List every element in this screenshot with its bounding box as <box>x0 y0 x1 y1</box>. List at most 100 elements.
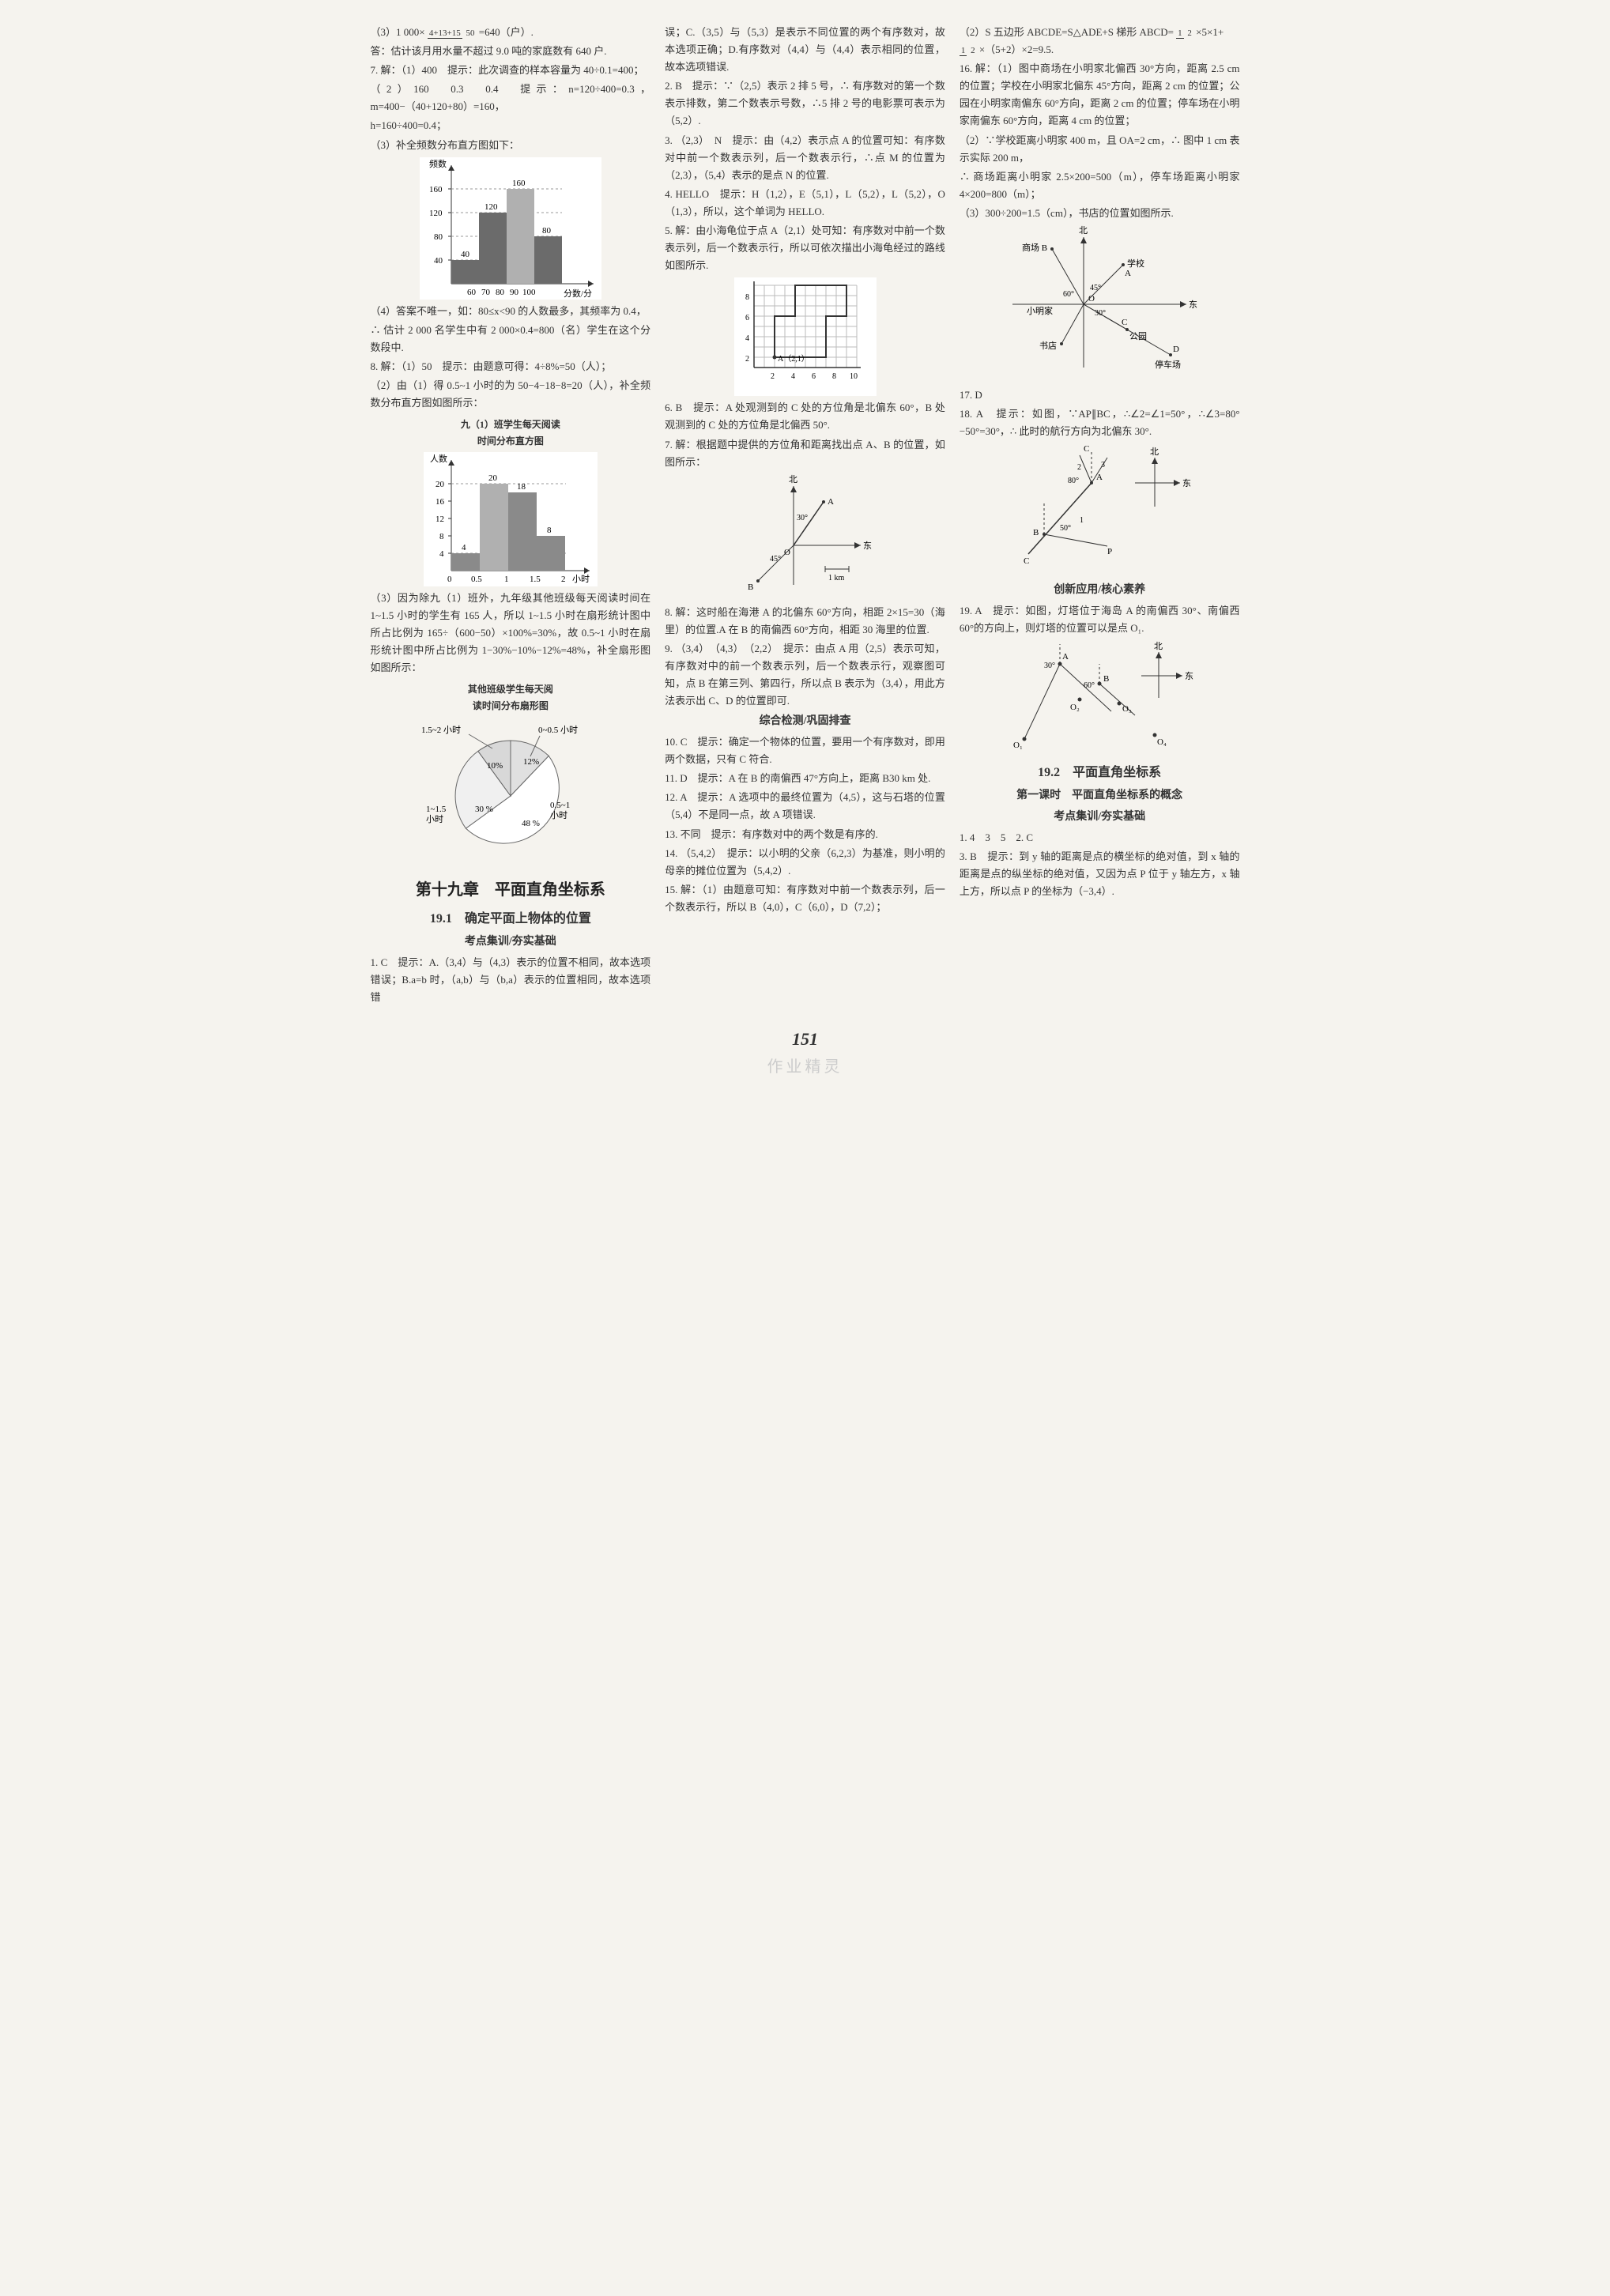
svg-text:商场 B: 商场 B <box>1022 242 1047 253</box>
svg-text:1 km: 1 km <box>828 574 845 582</box>
svg-text:C: C <box>1122 318 1127 327</box>
svg-text:12%: 12% <box>523 757 539 767</box>
svg-text:20: 20 <box>435 480 445 489</box>
text: ∴ 商场距离小明家 2.5×200=500（m），停车场距离小明家 4×200=… <box>960 168 1240 203</box>
svg-text:3: 3 <box>1101 461 1105 469</box>
svg-text:120: 120 <box>485 202 498 212</box>
text: 6. B 提示：A 处观测到的 C 处的方位角是北偏东 60°，B 处观测到的 … <box>665 399 945 434</box>
svg-text:北: 北 <box>789 474 797 484</box>
text: （4）答案不唯一，如：80≤x<90 的人数最多，其频率为 0.4， <box>371 303 651 320</box>
svg-text:P: P <box>1107 547 1112 556</box>
svg-text:80°: 80° <box>1068 477 1079 485</box>
text: 8. 解：（1）50 提示：由题意可得：4÷8%=50（人）； <box>371 358 651 375</box>
svg-text:60: 60 <box>467 288 477 297</box>
text: 8. 解：这时船在海港 A 的北偏东 60°方向，相距 2×15=30（海里）的… <box>665 604 945 639</box>
text: 16. 解：（1）图中商场在小明家北偏西 30°方向，距离 2.5 cm 的位置… <box>960 60 1240 130</box>
numerator: 4+13+15 <box>428 28 462 39</box>
svg-text:30°: 30° <box>1095 309 1106 318</box>
svg-text:30 %: 30 % <box>475 805 493 814</box>
text: 1. 4 3 5 2. C <box>960 829 1240 846</box>
svg-text:O: O <box>784 548 790 557</box>
section-title: 19.1 确定平面上物体的位置 <box>371 908 651 929</box>
svg-text:A: A <box>1125 269 1131 278</box>
text: （2）由（1）得 0.5~1 小时的为 50−4−18−8=20（人），补全频数… <box>371 377 651 412</box>
text: （3）1 000× 4+13+15 50 =640（户）. <box>371 24 651 41</box>
text: 14. （5,4,2） 提示：以小明的父亲（6,2,3）为基准，则小明的母亲的摊… <box>665 845 945 880</box>
text: 3. B 提示：到 y 轴的距离是点的横坐标的绝对值，到 x 轴的距离是点的纵坐… <box>960 848 1240 900</box>
svg-text:频数: 频数 <box>429 158 447 169</box>
numerator: 1 <box>1176 28 1184 39</box>
text: （2）S 五边形 ABCDE=S△ADE+S 梯形 ABCD= 1 2 ×5×1… <box>960 24 1240 58</box>
svg-text:东: 东 <box>863 541 872 551</box>
svg-text:1.5: 1.5 <box>530 575 541 584</box>
svg-text:6: 6 <box>812 372 816 381</box>
text: 13. 不同 提示：有序数对中的两个数是有序的. <box>665 826 945 843</box>
svg-text:8: 8 <box>832 372 836 381</box>
svg-text:10%: 10% <box>487 761 503 771</box>
svg-text:小明家: 小明家 <box>1027 305 1053 316</box>
svg-text:A: A <box>828 497 834 507</box>
svg-text:O₃: O₃ <box>1122 704 1132 714</box>
svg-text:100: 100 <box>522 288 536 297</box>
svg-text:C: C <box>1024 556 1029 566</box>
svg-text:0.5~1: 0.5~1 <box>550 801 570 810</box>
svg-text:16: 16 <box>435 497 445 507</box>
text: 11. D 提示：A 在 B 的南偏西 47°方向上，距离 B30 km 处. <box>665 770 945 787</box>
svg-text:10: 10 <box>850 372 858 381</box>
svg-text:90: 90 <box>510 288 519 297</box>
svg-text:东: 东 <box>1185 671 1193 681</box>
svg-text:4: 4 <box>439 549 444 559</box>
fraction: 1 2 <box>960 46 977 55</box>
svg-text:D: D <box>1173 345 1179 354</box>
svg-text:小时: 小时 <box>550 810 567 820</box>
text: 12. A 提示：A 选项中的最终位置为（4,5），这与石塔的位置（5,4）不是… <box>665 789 945 824</box>
grid-path-chart: A（2,1） 2 4 6 8 2 4 6 8 10 <box>734 277 877 396</box>
svg-text:30°: 30° <box>1044 662 1055 670</box>
text: h=160÷400=0.4； <box>371 117 651 134</box>
text: 9. （3,4） （4,3） （2,2） 提示：由点 A 用（2,5）表示可知，… <box>665 640 945 710</box>
text: （3）1 000× <box>371 26 425 38</box>
svg-text:1.5~2 小时: 1.5~2 小时 <box>421 725 461 735</box>
svg-text:1: 1 <box>504 575 509 584</box>
fraction: 1 2 <box>1176 28 1193 38</box>
text: 5. 解：由小海龟位于点 A（2,1）处可知：有序数对中前一个数表示列，后一个数… <box>665 222 945 274</box>
diagram-19: 北东 A B 30° 60° O₁ O₂ O₃ O₄ <box>1001 640 1198 759</box>
text: 10. C 提示：确定一个物体的位置，要用一个有序数对，即用两个数据，只有 C … <box>665 733 945 768</box>
svg-text:40: 40 <box>461 250 470 259</box>
text: （3）补全频数分布直方图如下： <box>371 137 651 154</box>
svg-text:70: 70 <box>481 288 491 297</box>
lesson-title: 第一课时 平面直角坐标系的概念 <box>960 786 1240 805</box>
svg-text:C: C <box>1084 444 1089 454</box>
svg-text:1~1.5: 1~1.5 <box>426 805 447 814</box>
svg-text:80: 80 <box>434 232 443 242</box>
svg-text:停车场: 停车场 <box>1155 359 1181 370</box>
pie-chart: 12% 48 % 30 % 10% 1.5~2 小时 0~0.5 小时 1~1.… <box>420 717 601 867</box>
svg-text:120: 120 <box>429 209 443 218</box>
chart-title: 九（1）班学生每天阅读时间分布直方图 <box>371 417 651 449</box>
svg-text:4: 4 <box>791 372 795 381</box>
text: 18. A 提示：如图，∵AP∥BC，∴∠2=∠1=50°，∴∠3=80°−50… <box>960 405 1240 440</box>
text: 4. HELLO 提示：H（1,2），E（5,1），L（5,2），L（5,2），… <box>665 186 945 221</box>
svg-text:60°: 60° <box>1063 290 1074 299</box>
page-number: 151 <box>16 1024 1594 1054</box>
svg-text:东: 东 <box>1182 478 1191 488</box>
svg-text:30°: 30° <box>797 514 808 522</box>
text: 7. 解：根据题中提供的方位角和距离找出点 A、B 的位置，如图所示： <box>665 436 945 471</box>
svg-text:2: 2 <box>745 355 749 364</box>
text: 2. B 提示：∵（2,5）表示 2 排 5 号，∴ 有序数对的第一个数表示排数… <box>665 77 945 130</box>
text: 7. 解：（1）400 提示：此次调查的样本容量为 40÷0.1=400； <box>371 62 651 79</box>
histogram-chart-1: 频数 分数/分 40 80 120 160 40 120 160 80 60 7… <box>420 157 601 300</box>
svg-text:A（2,1）: A（2,1） <box>778 354 809 364</box>
text: 3. （2,3） N 提示：由（4,2）表示点 A 的位置可知：有序数对中前一个… <box>665 132 945 184</box>
histogram-chart-2: 人数 小时 4 8 12 16 20 4 20 18 8 0 0.5 1 1.5… <box>424 452 598 586</box>
page: （3）1 000× 4+13+15 50 =640（户）. 答：估计该月用水量不… <box>371 24 1240 1009</box>
svg-text:60°: 60° <box>1084 681 1095 690</box>
svg-text:40: 40 <box>434 256 443 266</box>
denominator: 50 <box>465 28 477 38</box>
svg-text:O₄: O₄ <box>1157 737 1167 747</box>
svg-text:80: 80 <box>496 288 505 297</box>
svg-text:人数: 人数 <box>430 454 447 464</box>
svg-text:分数/分: 分数/分 <box>564 288 592 299</box>
svg-text:8: 8 <box>439 532 444 541</box>
svg-text:12: 12 <box>435 515 444 524</box>
